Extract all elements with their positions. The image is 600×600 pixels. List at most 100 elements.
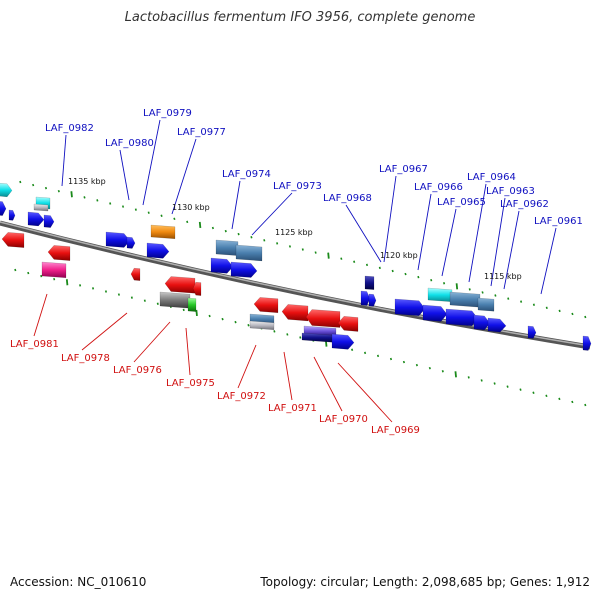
tick-mark: [468, 288, 471, 291]
tick-mark: [428, 366, 431, 370]
tick-mark: [198, 221, 202, 229]
tick-mark: [532, 303, 536, 306]
gene-red-0976b: [192, 281, 202, 296]
gene-label-laf-0982[interactable]: LAF_0982: [45, 123, 94, 134]
gene-label-laf-0981[interactable]: LAF_0981: [10, 339, 59, 350]
tick-mark: [481, 291, 484, 294]
tick-mark: [493, 382, 496, 385]
gene-silver-0972: [249, 320, 275, 331]
gene-label-laf-0975[interactable]: LAF_0975: [166, 378, 215, 389]
tick-mark: [415, 363, 418, 367]
tick-mark: [584, 403, 587, 407]
genome-backbone-highlight: [0, 221, 591, 347]
leader-0978: [81, 312, 128, 351]
gene-blue-0963: [473, 314, 491, 331]
tick-mark: [288, 245, 292, 248]
gene-label-laf-0966[interactable]: LAF_0966: [414, 182, 463, 193]
tick-mark: [507, 297, 510, 300]
gene-label-laf-0967[interactable]: LAF_0967: [379, 164, 428, 175]
leader-0968: [345, 204, 382, 263]
gene-label-laf-0973[interactable]: LAF_0973: [273, 181, 322, 192]
tick-mark: [506, 385, 509, 388]
tick-mark: [44, 186, 48, 190]
gene-red-0972a: [253, 297, 279, 314]
tick-mark: [340, 257, 343, 260]
gene-label-laf-0972[interactable]: LAF_0972: [217, 391, 266, 402]
leader-0975: [185, 327, 191, 376]
gene-label-laf-0971[interactable]: LAF_0971: [268, 403, 317, 414]
gene-label-laf-0961[interactable]: LAF_0961: [534, 216, 583, 227]
leader-0966: [417, 193, 432, 271]
gene-steel-0974: [215, 239, 239, 256]
tick-mark: [286, 333, 289, 336]
tick-mark: [571, 312, 574, 316]
gene-label-laf-0965[interactable]: LAF_0965: [437, 197, 486, 208]
gene-label-laf-0978[interactable]: LAF_0978: [61, 353, 110, 364]
gene-blue-tiny: [8, 209, 16, 221]
gene-label-laf-0980[interactable]: LAF_0980: [105, 138, 154, 149]
leader-0963: [490, 197, 506, 287]
gene-cyan-left: [0, 182, 13, 198]
tick-mark: [32, 183, 35, 187]
tick-mark: [353, 260, 356, 264]
leader-0967: [383, 175, 397, 263]
tick-mark: [376, 354, 380, 358]
tick-mark: [545, 306, 548, 310]
tick-mark: [467, 376, 470, 379]
tick-mark: [480, 379, 483, 382]
gene-cyan-0966: [427, 287, 453, 303]
gene-red-0978: [130, 267, 141, 281]
genome-stats-text: Topology: circular; Length: 2,098,685 bp…: [260, 575, 590, 589]
gene-label-laf-0962[interactable]: LAF_0962: [500, 199, 549, 210]
gene-orange-0977: [150, 224, 176, 240]
tick-mark: [520, 300, 523, 303]
tick-mark: [417, 275, 420, 279]
kbp-label-1135: 1135 kbp: [68, 177, 106, 186]
gene-label-laf-0964[interactable]: LAF_0964: [467, 172, 516, 183]
gene-magenta-0981: [41, 261, 67, 279]
gene-blue-0967: [368, 293, 377, 307]
gene-features: [0, 182, 592, 351]
gene-label-laf-0963[interactable]: LAF_0963: [486, 186, 535, 197]
gene-label-laf-0976[interactable]: LAF_0976: [113, 365, 162, 376]
gene-label-laf-0977[interactable]: LAF_0977: [177, 127, 226, 138]
tick-mark: [195, 309, 198, 317]
kbp-label-1120: 1120 kbp: [380, 251, 418, 260]
gene-blue-0982: [27, 211, 45, 227]
leader-0962: [503, 210, 520, 290]
tick-mark: [134, 208, 137, 211]
tick-mark: [96, 199, 99, 202]
gene-red-left: [1, 232, 25, 248]
tick-mark: [299, 336, 302, 339]
gene-blue-0969b: [331, 333, 355, 350]
tick-mark: [314, 251, 317, 254]
tick-mark: [442, 282, 446, 285]
gene-label-laf-0974[interactable]: LAF_0974: [222, 169, 271, 180]
tick-mark: [186, 220, 189, 224]
leader-0964: [468, 183, 487, 283]
gene-label-laf-0968[interactable]: LAF_0968: [323, 193, 372, 204]
gene-blue-0968: [360, 290, 371, 306]
gene-label-laf-0970[interactable]: LAF_0970: [319, 414, 368, 425]
tick-mark: [391, 269, 394, 273]
leader-0976: [133, 321, 171, 363]
accession-text: Accession: NC_010610: [10, 575, 147, 589]
gene-blue-0962: [487, 317, 507, 333]
gene-red-0969: [337, 316, 359, 332]
tick-mark: [117, 293, 121, 296]
gene-label-laf-0979[interactable]: LAF_0979: [143, 108, 192, 119]
gene-blue-0979: [126, 236, 136, 249]
tick-mark: [173, 217, 176, 221]
gene-blue-0965: [422, 304, 448, 322]
leader-0977: [171, 138, 197, 215]
gene-blue-right-edge: [582, 335, 592, 351]
tick-mark: [441, 370, 444, 373]
leader-0965: [441, 208, 457, 277]
tick-mark: [57, 189, 60, 193]
gene-label-laf-0969[interactable]: LAF_0969: [371, 425, 420, 436]
leader-0974: [231, 180, 241, 230]
map-title: Lactobacillus fermentum IFO 3956, comple…: [124, 10, 476, 25]
tick-mark: [273, 330, 276, 333]
